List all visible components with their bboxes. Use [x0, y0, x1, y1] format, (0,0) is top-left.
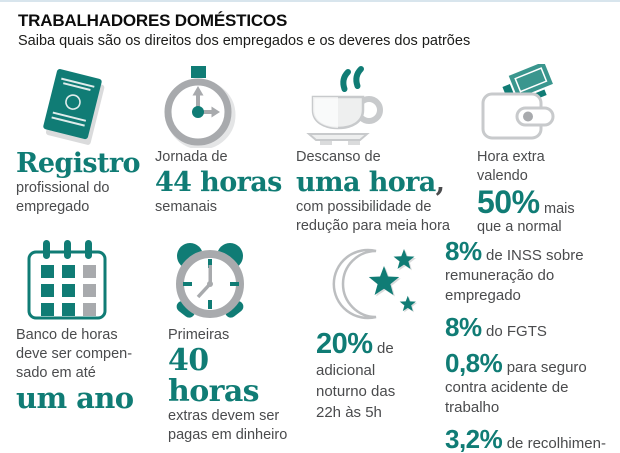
- encargo-fgts-label: do FGTS: [486, 323, 547, 340]
- banco-headline: um ano: [16, 381, 134, 415]
- encargo-row: 8% de INSS sobre: [445, 236, 584, 266]
- noturno-value: 20%: [316, 328, 373, 360]
- horas-extras-caption-line: pagas em dinheiro: [168, 427, 288, 443]
- encargo-recolhimento-value: 3,2%: [445, 424, 503, 453]
- encargo-seguro-value: 0,8%: [445, 348, 503, 378]
- registro-caption-line: empregado: [16, 199, 90, 215]
- horas-extras-caption-line: extras devem ser: [168, 408, 280, 424]
- hora-extra-caption-line: Hora extra: [477, 149, 545, 165]
- horas-extras-caption-line: Primeiras: [168, 327, 230, 343]
- alarm-clock-icon: [168, 238, 308, 326]
- stopwatch-icon: [155, 64, 291, 150]
- encargo-seguro: 0,8% para seguro contra acidente de trab…: [445, 348, 620, 418]
- descanso-caption-line: com possibilidade de: [296, 199, 432, 215]
- hora-extra-suffix: mais: [544, 201, 575, 217]
- encargo-row: 3,2% de recolhimen-: [445, 424, 606, 453]
- descanso-caption-line: redução para meia hora: [296, 218, 450, 234]
- encargo-recolhimento: 3,2% de recolhimen- to mensal para serem…: [445, 424, 620, 453]
- encargo-seguro-line: contra acidente de trabalho: [445, 379, 569, 416]
- hora-extra-value-row: 50% mais: [477, 186, 575, 218]
- calendar-icon: [16, 238, 164, 326]
- tile-encargos: 8% de INSS sobre remuneração do empregad…: [445, 236, 620, 453]
- tile-horas-extras: Primeiras 40 horas extras devem ser paga…: [168, 238, 308, 445]
- noturno-caption-line: 22h às 5h: [316, 404, 382, 421]
- encargo-seguro-label: para seguro: [506, 359, 587, 376]
- noturno-value-row: 20% de: [316, 328, 394, 360]
- encargo-recolhimento-label: de recolhimen-: [506, 435, 606, 452]
- encargo-row: 8% do FGTS: [445, 312, 547, 342]
- encargo-inss-label: de INSS sobre: [486, 247, 584, 264]
- page-title: TRABALHADORES DOMÉSTICOS: [18, 11, 288, 30]
- tile-jornada: Jornada de 44 horas semanais: [155, 64, 291, 217]
- page-subtitle: Saiba quais são os direitos dos empregad…: [18, 33, 471, 49]
- jornada-headline: 44 horas: [155, 167, 282, 198]
- descanso-headline: uma hora,: [296, 167, 445, 198]
- wallet-icon: [477, 59, 619, 148]
- encargo-row: 0,8% para seguro: [445, 348, 587, 378]
- encargo-inss-value: 8%: [445, 236, 482, 266]
- horas-extras-headline: 40 horas: [168, 343, 260, 409]
- encargo-fgts-value: 8%: [445, 312, 482, 342]
- noturno-suffix: de: [377, 340, 394, 357]
- registro-headline: Registro: [16, 148, 140, 179]
- work-card-icon: [16, 64, 148, 148]
- descanso-comma: ,: [435, 167, 445, 198]
- jornada-caption-line: semanais: [155, 199, 218, 215]
- moon-stars-icon: [316, 242, 436, 328]
- registro-caption-line: profissional do: [16, 180, 110, 196]
- noturno-caption-line: adicional: [316, 362, 376, 379]
- hora-extra-caption-line: que a normal: [477, 219, 562, 235]
- banco-caption-line: deve ser compen-: [16, 346, 133, 362]
- descanso-caption-line: Descanso de: [296, 149, 381, 165]
- encargo-inss-line: remuneração do empregado: [445, 267, 555, 304]
- tile-descanso: Descanso de uma hora, com possibilidade …: [296, 64, 466, 236]
- coffee-cup-icon: [296, 64, 466, 148]
- tile-hora-extra: Hora extra valendo 50% mais que a normal: [477, 59, 619, 237]
- encargo-fgts: 8% do FGTS: [445, 312, 620, 342]
- jornada-caption-line: Jornada de: [155, 149, 228, 165]
- top-rule: [0, 0, 620, 2]
- hora-extra-caption-line: valendo: [477, 168, 528, 184]
- tile-adicional-noturno: 20% de adicional noturno das 22h às 5h: [316, 242, 436, 423]
- tile-registro: Registro profissional do empregado: [16, 64, 148, 217]
- noturno-caption-line: noturno das: [316, 383, 396, 400]
- banco-caption-line: Banco de horas: [16, 327, 118, 343]
- banco-caption-line: sado em até: [16, 365, 96, 381]
- hora-extra-value: 50%: [477, 184, 540, 220]
- tile-banco: Banco de horas deve ser compen- sado em …: [16, 238, 164, 414]
- encargo-inss: 8% de INSS sobre remuneração do empregad…: [445, 236, 620, 306]
